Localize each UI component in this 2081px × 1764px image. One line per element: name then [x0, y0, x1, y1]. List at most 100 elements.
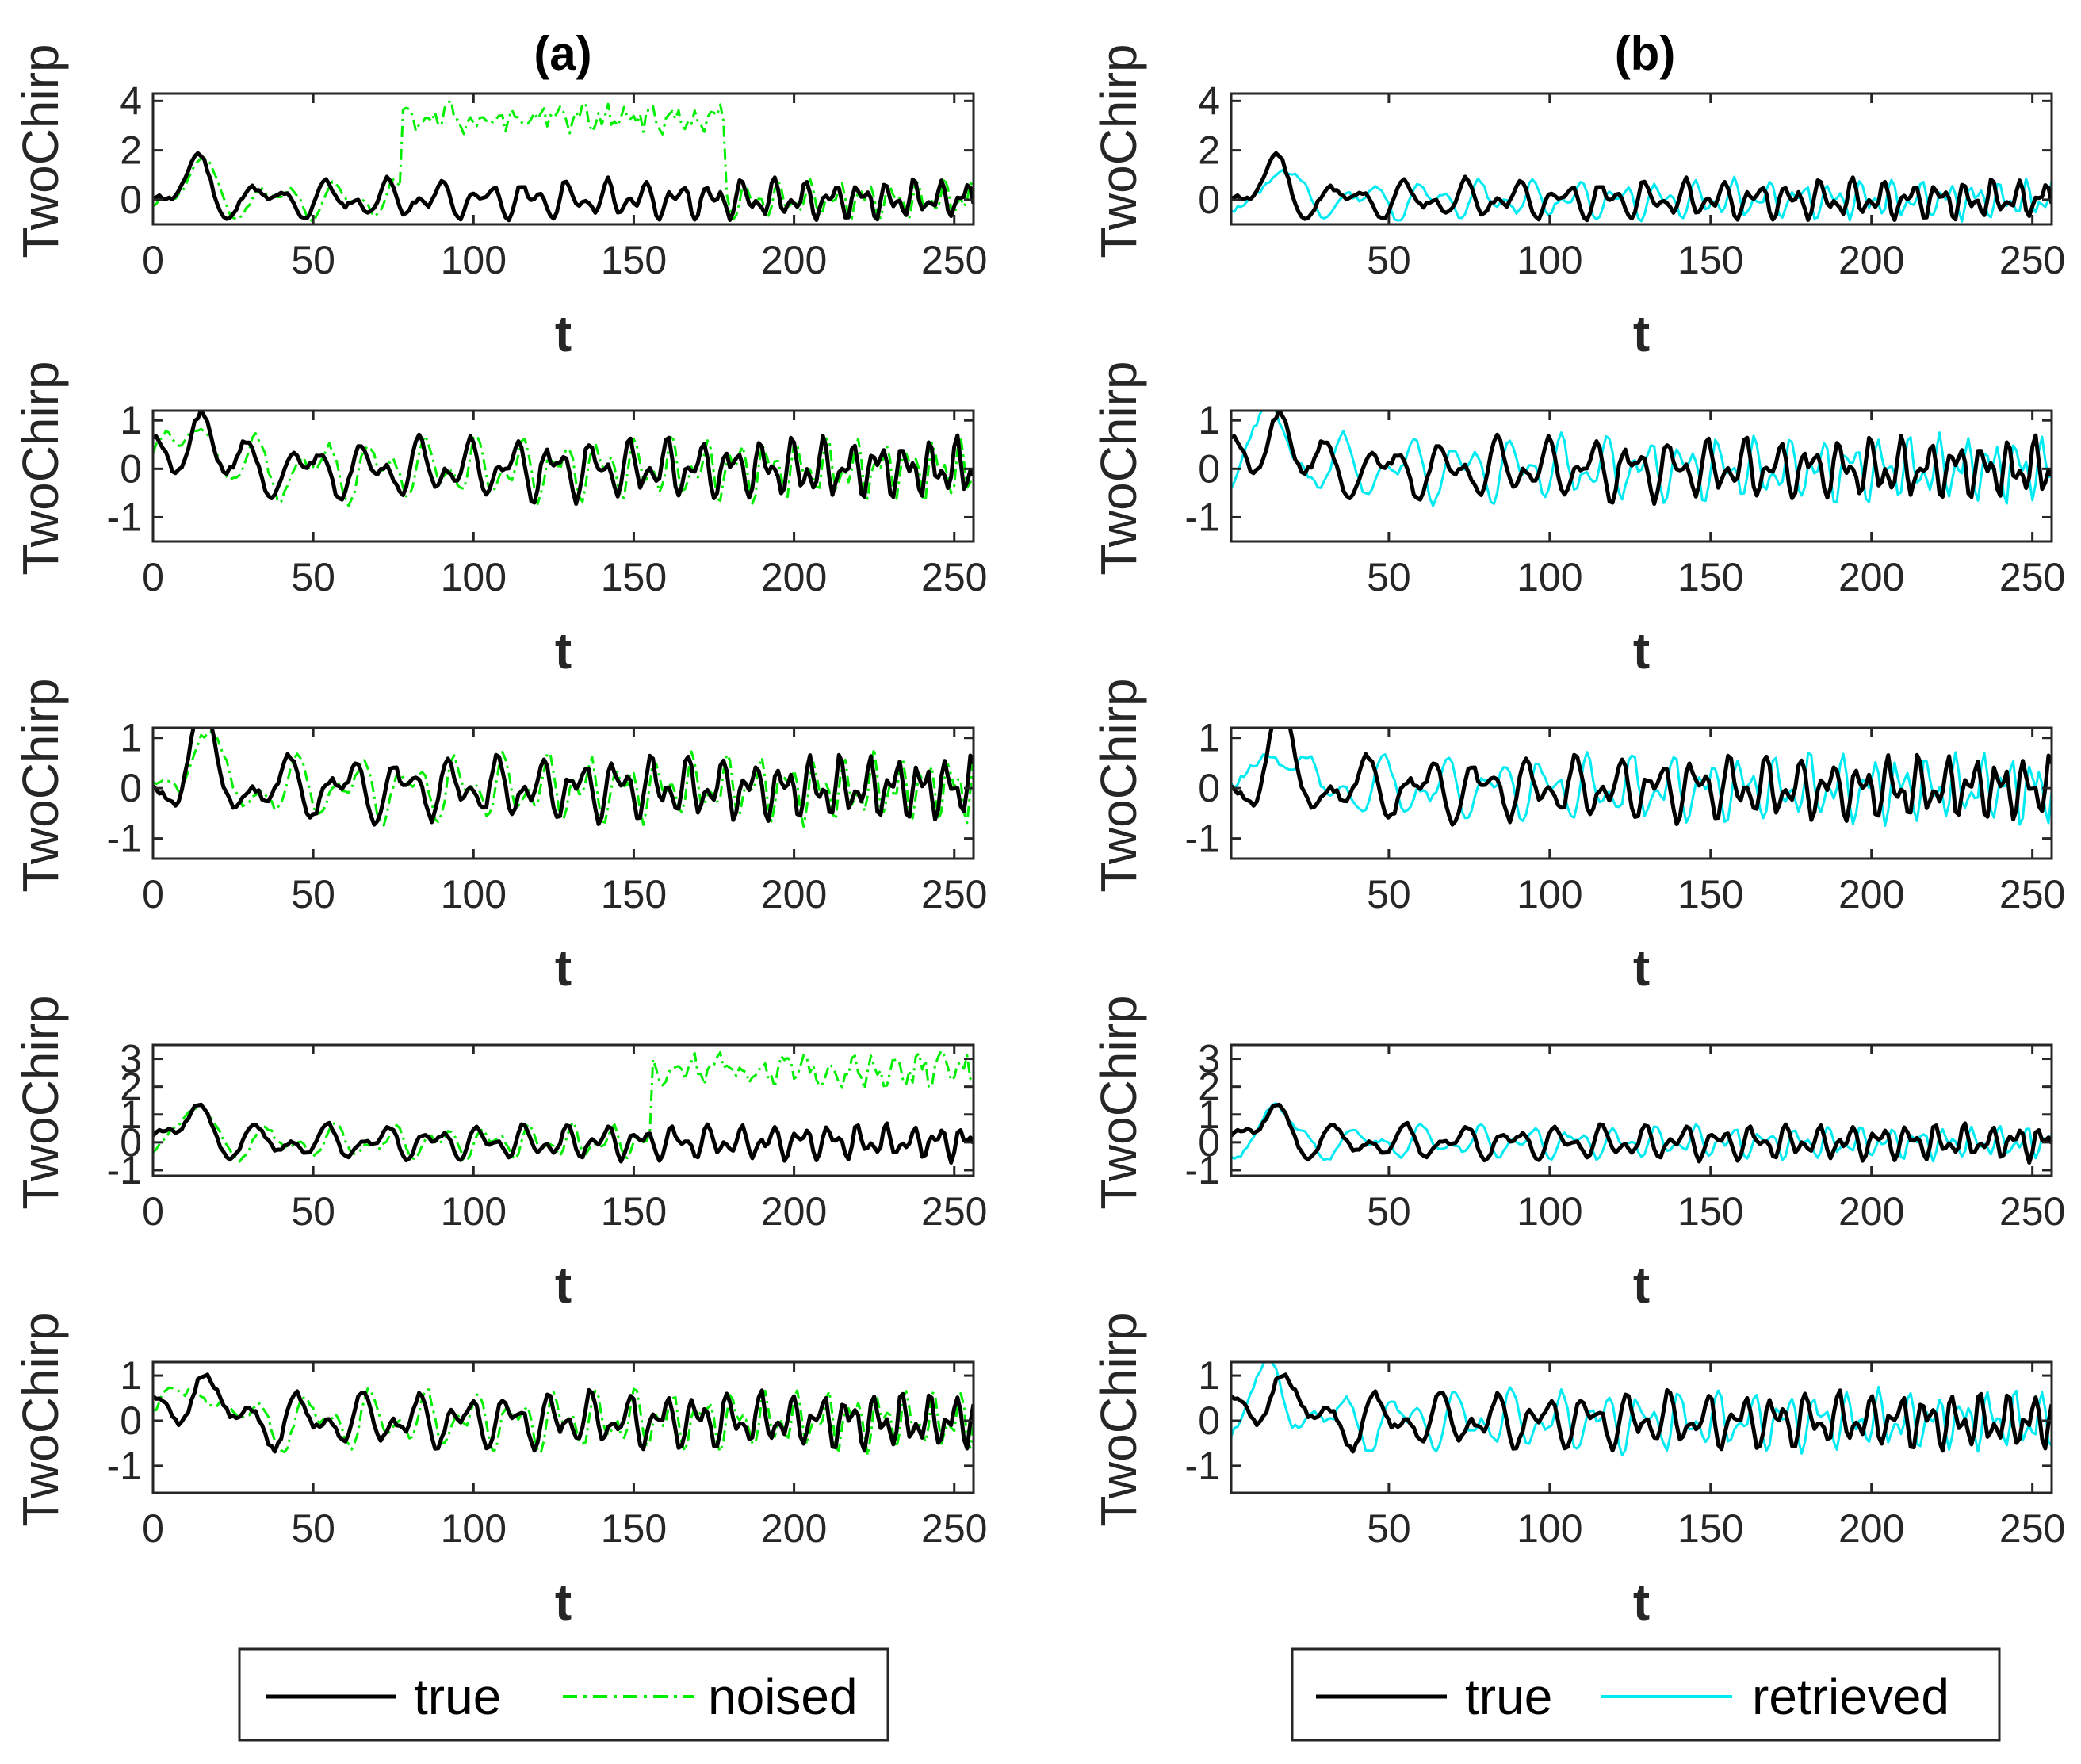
series-true-line [1231, 151, 2052, 223]
axes-box [151, 1360, 975, 1494]
legend-b-retrieved-label: retrieved [1752, 1668, 1949, 1725]
y-tick-label: 3 [120, 1037, 142, 1081]
x-tick-label: 150 [1677, 1189, 1743, 1234]
panel-b-title: (b) [1615, 27, 1676, 80]
x-tick-label: 150 [601, 1506, 667, 1551]
x-tick-label: 150 [601, 1189, 667, 1234]
y-tick-label: 0 [120, 1120, 142, 1165]
y-axis-label: TwoChirp [1090, 44, 1147, 258]
x-axis-label: t [555, 305, 572, 362]
x-axis-label: t [555, 622, 572, 679]
x-axis-label: t [1633, 1574, 1650, 1631]
x-tick-label: 200 [1838, 872, 1904, 916]
x-tick-label: 50 [1367, 1506, 1411, 1551]
series-noised-line [153, 1049, 974, 1163]
y-tick-label: -1 [1185, 495, 1220, 539]
x-tick-label: 150 [1677, 238, 1743, 282]
x-tick-label: 150 [601, 238, 667, 282]
x-tick-label: 50 [1367, 1189, 1411, 1234]
series-true-line [153, 1372, 974, 1454]
panel-a-title: (a) [534, 27, 591, 80]
x-tick-label: 50 [1367, 555, 1411, 599]
y-tick-label: 0 [1198, 1120, 1220, 1165]
y-tick-label: 2 [1198, 1065, 1220, 1109]
y-axis-label: TwoChirp [12, 678, 69, 892]
legend-a-true-label: true [414, 1668, 501, 1725]
x-tick-label: 0 [142, 1506, 164, 1551]
y-axis-label: TwoChirp [12, 995, 69, 1209]
series-group [153, 411, 974, 507]
series-true-line [1231, 728, 2052, 827]
x-tick-label: 100 [441, 555, 507, 599]
y-tick-label: 4 [1198, 78, 1220, 123]
y-tick-label: 3 [1198, 1037, 1220, 1081]
series-true-line [1231, 1372, 2052, 1454]
x-tick-label: 200 [761, 872, 827, 916]
x-axis-label: t [1633, 939, 1650, 997]
x-tick-label: 200 [1838, 238, 1904, 282]
x-tick-label: 200 [761, 555, 827, 599]
series-group [153, 1372, 974, 1457]
y-tick-label: -1 [1185, 1444, 1220, 1488]
y-tick-label: 1 [1198, 1353, 1220, 1398]
x-tick-label: 100 [1517, 555, 1582, 599]
x-axis-label: t [555, 1574, 572, 1631]
x-tick-label: 50 [291, 1189, 335, 1234]
axes-box [151, 409, 975, 543]
y-tick-label: 0 [120, 178, 142, 222]
x-tick-label: 0 [142, 1189, 164, 1234]
y-tick-label: 2 [120, 1065, 142, 1109]
axes-box [151, 1043, 975, 1177]
x-tick-label: 50 [291, 555, 335, 599]
x-tick-label: 100 [1517, 1506, 1582, 1551]
x-tick-label: 250 [1999, 1506, 2065, 1551]
y-axis-label: TwoChirp [1090, 1312, 1147, 1526]
x-tick-label: 150 [601, 872, 667, 916]
series-group [153, 728, 974, 828]
y-tick-label: -1 [1185, 1148, 1220, 1192]
x-tick-label: 200 [761, 1189, 827, 1234]
y-tick-label: 0 [120, 1399, 142, 1443]
y-tick-label: -1 [1185, 817, 1220, 861]
y-axis-label: TwoChirp [12, 361, 69, 575]
series-noised-line [153, 730, 974, 828]
x-tick-label: 100 [441, 872, 507, 916]
y-tick-label: 2 [120, 128, 142, 173]
x-axis-label: t [555, 939, 572, 997]
y-axis-label: TwoChirp [1090, 361, 1147, 575]
axes-box [1230, 92, 2053, 226]
series-group [153, 99, 974, 224]
x-tick-label: 200 [1838, 1506, 1904, 1551]
series-group [1231, 1102, 2052, 1165]
y-tick-label: 0 [1198, 446, 1220, 491]
x-axis-label: t [1633, 1257, 1650, 1314]
axes-box [151, 726, 975, 860]
series-group [1231, 411, 2052, 507]
series-true-line [153, 151, 974, 223]
x-tick-label: 50 [1367, 238, 1411, 282]
y-tick-label: 1 [120, 1353, 142, 1398]
y-tick-label: 1 [120, 398, 142, 442]
y-tick-label: -1 [107, 495, 142, 539]
x-tick-label: 250 [1999, 1189, 2065, 1234]
axes-box [1230, 1360, 2053, 1494]
x-tick-label: 50 [1367, 872, 1411, 916]
x-axis-label: t [1633, 305, 1650, 362]
legend-b: true retrieved [1291, 1647, 2001, 1742]
y-tick-label: 2 [1198, 128, 1220, 173]
y-axis-label: TwoChirp [12, 44, 69, 258]
legend-b-true-label: true [1465, 1668, 1552, 1725]
x-tick-label: 250 [1999, 555, 2065, 599]
series-group [1231, 151, 2052, 223]
series-noised-line [153, 427, 974, 507]
x-tick-label: 100 [441, 1189, 507, 1234]
x-tick-label: 250 [1999, 872, 2065, 916]
x-tick-label: 200 [761, 1506, 827, 1551]
y-tick-label: 1 [120, 716, 142, 760]
y-tick-label: 0 [120, 766, 142, 810]
subplot-a-1: 0 50 100 150 200 250 0 2 4 t TwoChirp [12, 44, 987, 362]
